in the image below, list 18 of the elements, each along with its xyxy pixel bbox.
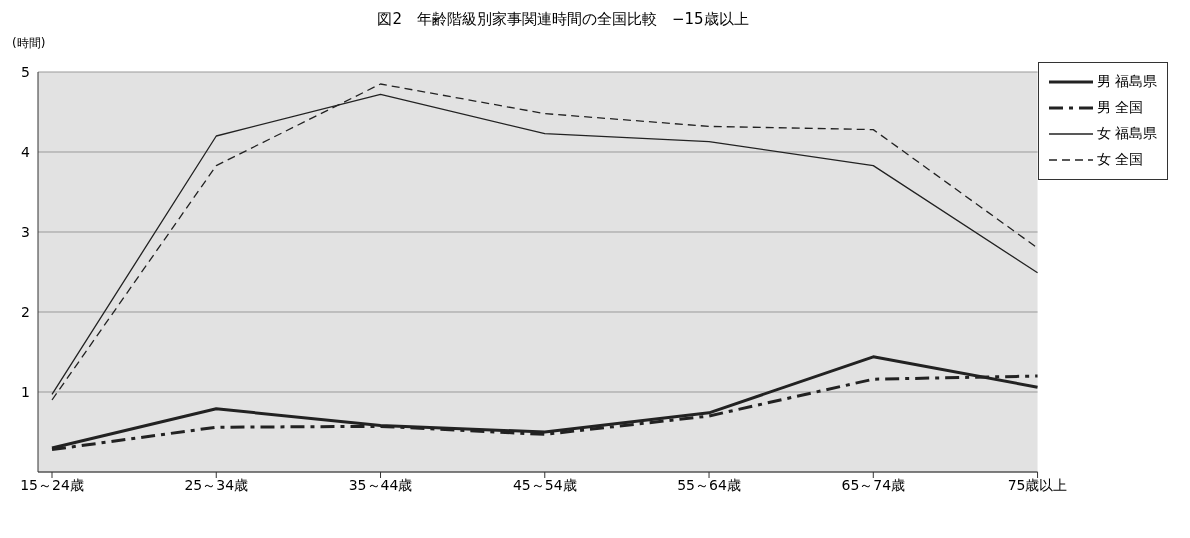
legend-label: 女 全国 [1096,151,1143,169]
legend-label: 女 福島県 [1096,125,1157,143]
x-tick-label: 15～24歳 [20,476,84,493]
x-tick-label: 65～74歳 [841,476,906,493]
legend-label: 男 福島県 [1096,73,1157,91]
y-tick-label: 3 [21,223,30,240]
y-tick-label: 5 [21,63,30,80]
y-tick-label: 4 [21,143,31,160]
y-tick-label: 1 [21,383,30,400]
y-axis-title: (時間) [12,35,47,52]
legend-label: 男 全国 [1096,99,1143,117]
x-tick-label: 55～64歳 [677,476,741,493]
x-tick-label: 25～34歳 [184,476,249,493]
x-tick-label: 35～44歳 [348,476,413,493]
x-tick-label: 75歳以上 [1007,476,1068,493]
chart-title: 図2 年齢階級別家事関連時間の全国比較 −15歳以上 [376,9,750,29]
x-tick-label: 45～54歳 [512,476,577,493]
y-tick-label: 2 [21,303,30,320]
